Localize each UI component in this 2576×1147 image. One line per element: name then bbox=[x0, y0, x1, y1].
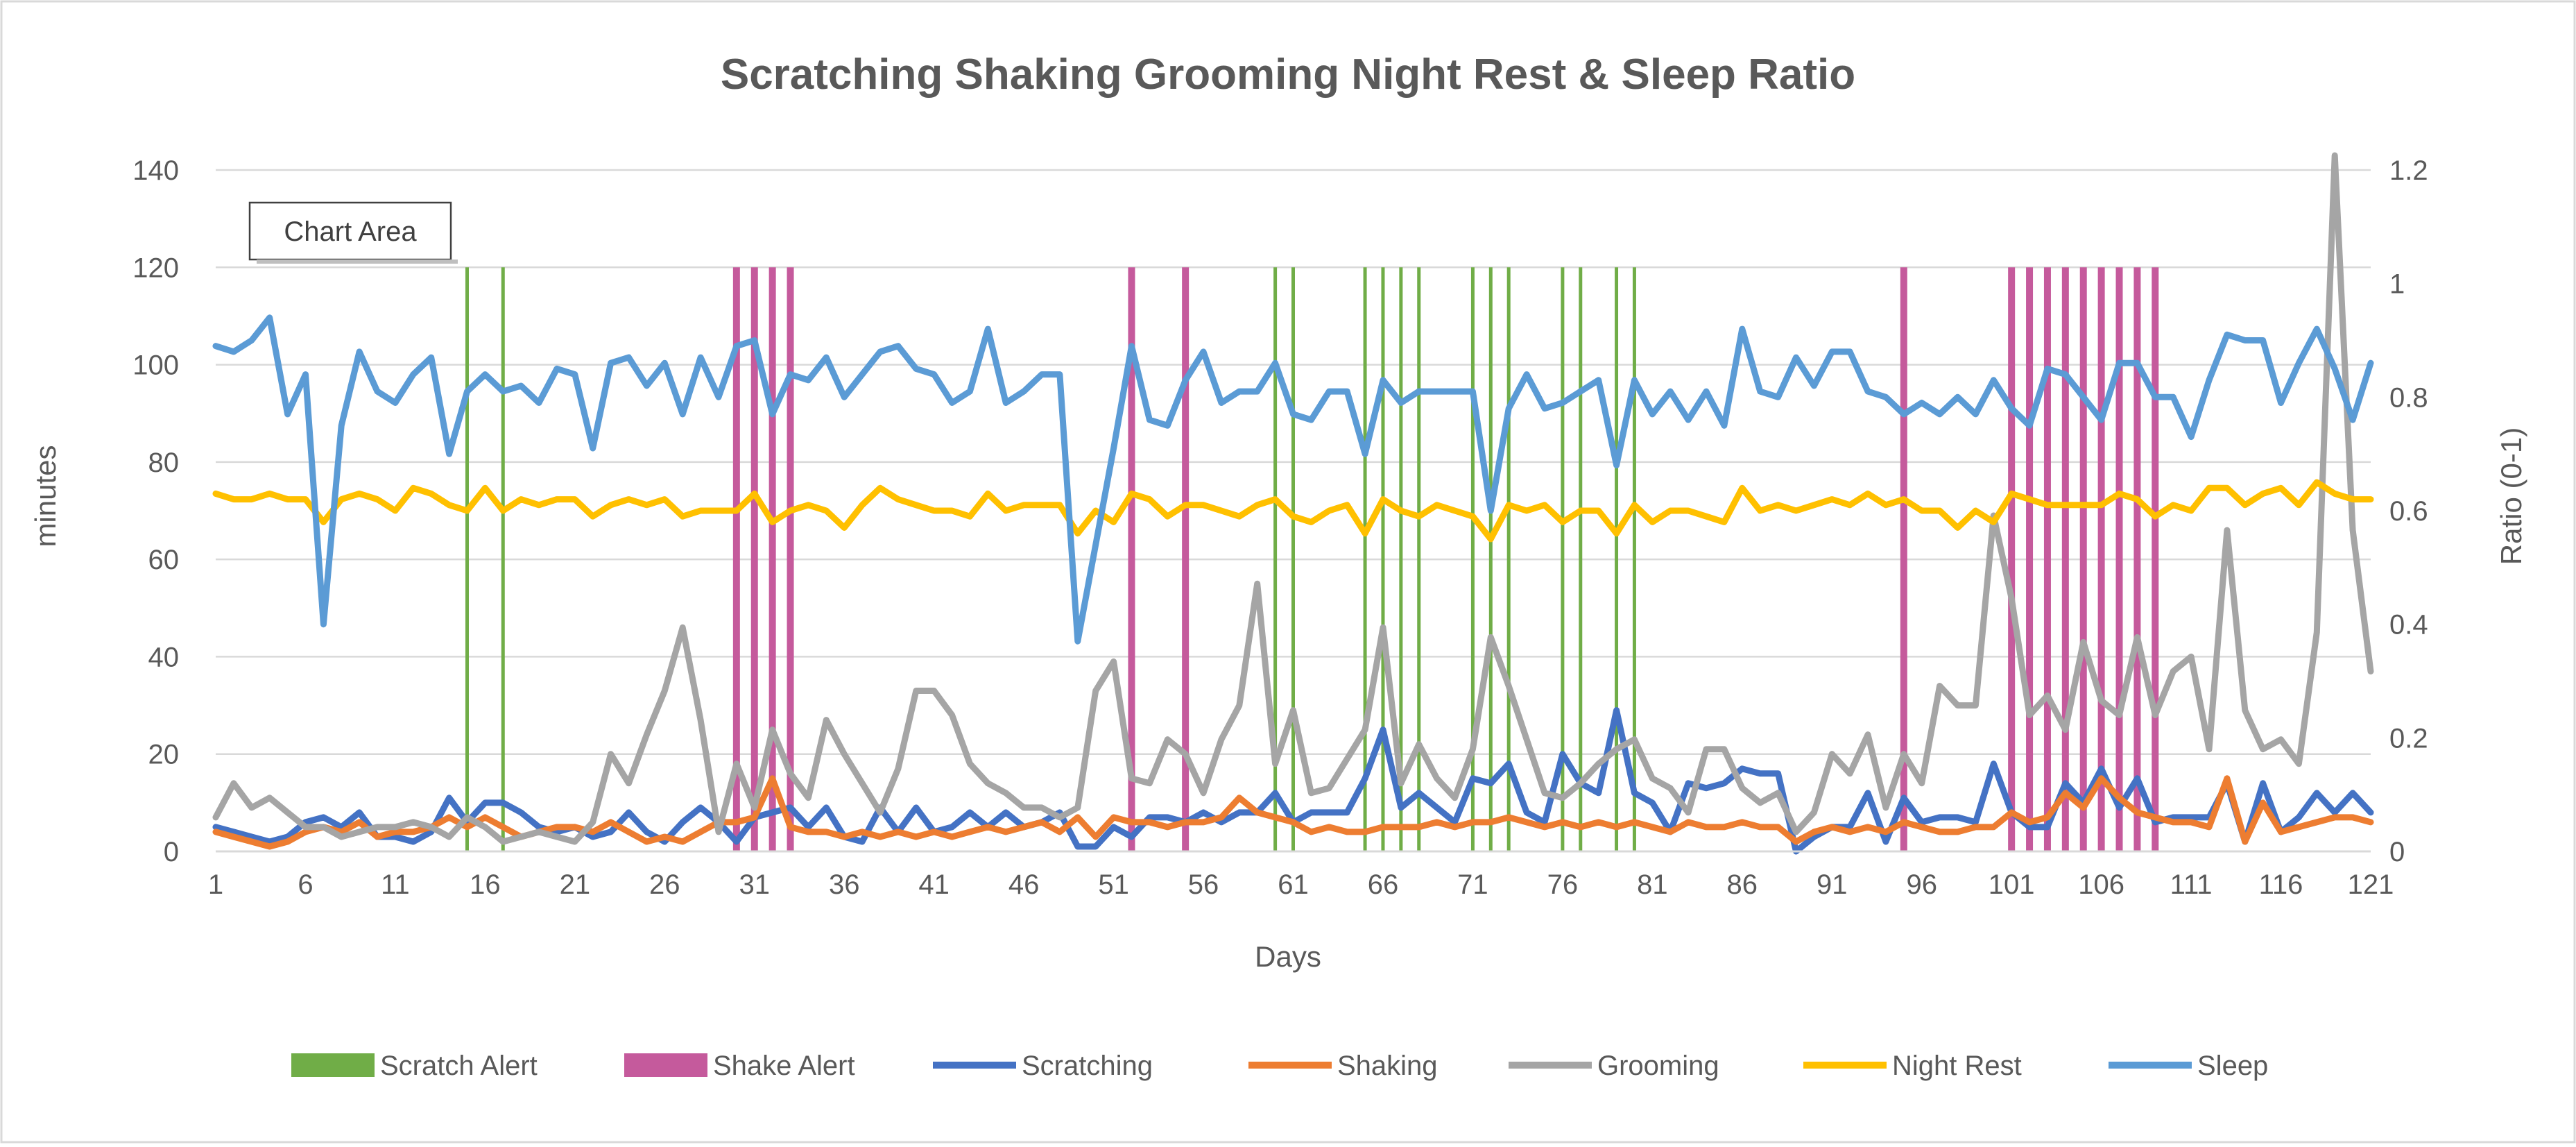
x-tick-label-66: 66 bbox=[1368, 869, 1399, 900]
y2-tick-label-1: 0.2 bbox=[2389, 723, 2428, 754]
legend-label-grooming: Grooming bbox=[1597, 1051, 1719, 1081]
y-tick-label-0: 0 bbox=[164, 837, 179, 867]
tooltip-box bbox=[248, 201, 452, 261]
y-axis-ticks: 0 20 40 60 80 100 120 140 bbox=[132, 155, 179, 867]
y2-tick-label-0: 0 bbox=[2389, 837, 2405, 867]
y-tick-label-40: 40 bbox=[148, 642, 180, 672]
x-tick-label-1: 1 bbox=[208, 869, 223, 900]
tooltip-shadow bbox=[257, 260, 458, 264]
series-line-grooming bbox=[212, 152, 2374, 845]
x-tick-label-36: 36 bbox=[829, 869, 860, 900]
chart-area-tooltip: Chart Area bbox=[248, 201, 458, 264]
y-tick-label-100: 100 bbox=[132, 350, 179, 381]
x-axis-title: Days bbox=[1255, 940, 1321, 973]
x-tick-label-11: 11 bbox=[381, 869, 410, 900]
x-tick-label-6: 6 bbox=[298, 869, 313, 900]
y-tick-label-120: 120 bbox=[132, 253, 179, 283]
y2-tick-label-2: 0.4 bbox=[2389, 610, 2428, 640]
legend-swatch-shake-alert bbox=[624, 1053, 707, 1077]
y2-axis-ticks: 0 0.2 0.4 0.6 0.8 1 1.2 bbox=[2389, 155, 2428, 867]
legend-label-sleep: Sleep bbox=[2197, 1051, 2268, 1081]
y-tick-label-60: 60 bbox=[148, 545, 180, 575]
x-tick-label-26: 26 bbox=[649, 869, 680, 900]
x-tick-label-101: 101 bbox=[1989, 869, 2035, 900]
x-tick-label-51: 51 bbox=[1098, 869, 1129, 900]
legend: Scratch Alert Shake Alert Scratching Shakin… bbox=[291, 1051, 2268, 1081]
legend-label-shaking: Shaking bbox=[1337, 1051, 1438, 1081]
x-tick-label-21: 21 bbox=[560, 869, 591, 900]
series-line-night-rest bbox=[212, 479, 2374, 543]
y-axis-title: minutes bbox=[29, 445, 62, 547]
x-tick-label-56: 56 bbox=[1188, 869, 1219, 900]
x-tick-label-121: 121 bbox=[2348, 869, 2394, 900]
alert-bars bbox=[465, 267, 2159, 851]
series-line-shaking bbox=[212, 775, 2374, 850]
x-tick-label-116: 116 bbox=[2259, 869, 2303, 900]
x-tick-label-81: 81 bbox=[1637, 869, 1668, 900]
x-tick-label-96: 96 bbox=[1906, 869, 1937, 900]
y-tick-label-80: 80 bbox=[148, 448, 180, 478]
series-lines bbox=[212, 152, 2374, 855]
x-tick-label-61: 61 bbox=[1278, 869, 1309, 900]
y2-tick-label-3: 0.6 bbox=[2389, 496, 2428, 527]
x-tick-label-41: 41 bbox=[918, 869, 950, 900]
y-tick-label-140: 140 bbox=[132, 155, 179, 186]
chart-title: Scratching Shaking Grooming Night Rest &… bbox=[721, 51, 1855, 99]
legend-label-scratching: Scratching bbox=[1022, 1051, 1153, 1081]
x-tick-label-76: 76 bbox=[1547, 869, 1579, 900]
x-tick-label-111: 111 bbox=[2170, 869, 2213, 900]
y2-tick-label-4: 0.8 bbox=[2389, 382, 2428, 413]
x-tick-label-106: 106 bbox=[2078, 869, 2124, 900]
y2-axis-title: Ratio (0-1) bbox=[2495, 427, 2527, 565]
legend-label-scratch-alert: Scratch Alert bbox=[380, 1051, 538, 1081]
legend-label-shake-alert: Shake Alert bbox=[713, 1051, 855, 1081]
tooltip-label: Chart Area bbox=[284, 216, 417, 247]
x-tick-label-91: 91 bbox=[1817, 869, 1848, 900]
legend-swatch-scratch-alert bbox=[291, 1053, 375, 1077]
y2-tick-label-5: 1 bbox=[2389, 269, 2405, 300]
y2-tick-label-6: 1.2 bbox=[2389, 155, 2428, 186]
x-axis-ticks: 1 6 11 16 21 26 31 36 41 46 51 56 61 66 71 76 81 86 91 96 10… bbox=[208, 869, 2394, 900]
y-tick-label-20: 20 bbox=[148, 740, 180, 770]
series-line-sleep bbox=[212, 314, 2374, 645]
x-tick-label-46: 46 bbox=[1008, 869, 1040, 900]
legend-label-night-rest: Night Rest bbox=[1892, 1051, 2022, 1081]
x-tick-label-86: 86 bbox=[1727, 869, 1758, 900]
x-tick-label-31: 31 bbox=[739, 869, 771, 900]
x-tick-label-16: 16 bbox=[470, 869, 501, 900]
x-tick-label-71: 71 bbox=[1457, 869, 1488, 900]
